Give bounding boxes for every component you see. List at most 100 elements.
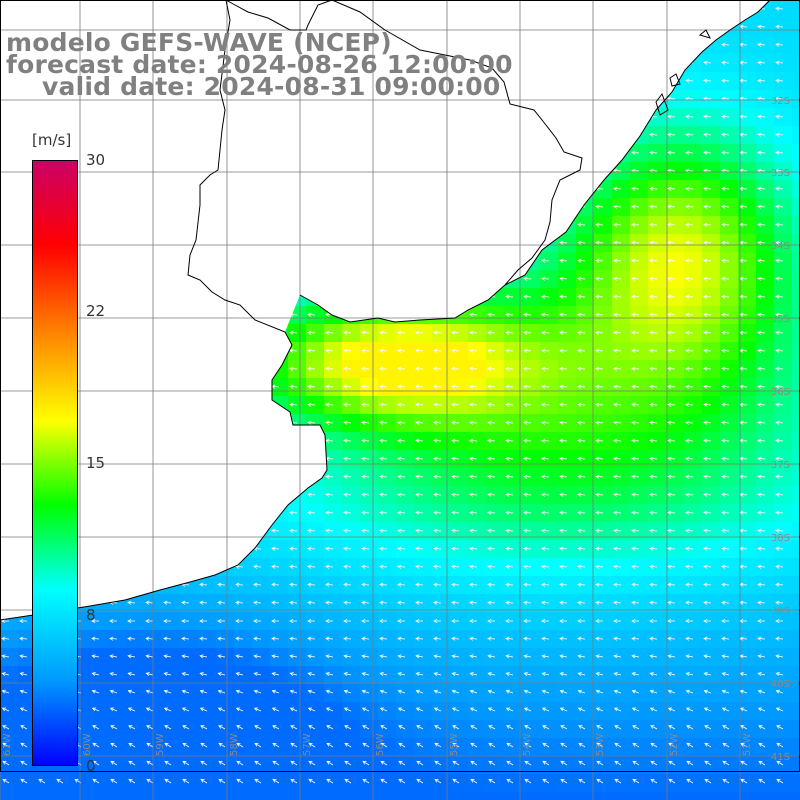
wind-arrow	[200, 742, 208, 748]
wind-arrow	[415, 114, 424, 119]
wind-arrow	[596, 778, 604, 784]
wind-speed-cell	[450, 594, 469, 613]
wind-arrow	[289, 510, 298, 515]
wind-speed-cell	[558, 108, 577, 127]
wind-speed-cell	[198, 234, 217, 253]
wind-speed-cell	[180, 756, 199, 775]
wind-arrow	[19, 276, 28, 281]
wind-speed-cell	[540, 432, 559, 451]
wind-speed-cell	[702, 198, 721, 217]
wind-arrow	[613, 672, 622, 676]
wind-speed-cell	[738, 720, 757, 739]
wind-arrow	[721, 492, 730, 497]
wind-speed-cell	[324, 162, 343, 181]
wind-arrow	[199, 564, 208, 569]
wind-arrow	[271, 420, 280, 425]
wind-arrow	[307, 636, 316, 641]
wind-speed-cell	[378, 558, 397, 577]
wind-speed-cell	[234, 774, 253, 793]
wind-arrow	[559, 6, 568, 11]
wind-speed-cell	[468, 18, 487, 37]
wind-arrow	[542, 778, 550, 784]
wind-arrow	[379, 6, 388, 11]
wind-arrow	[578, 760, 586, 766]
wind-speed-cell	[792, 378, 800, 397]
wind-speed-cell	[324, 558, 343, 577]
wind-arrow	[362, 725, 370, 730]
wind-speed-cell	[468, 612, 487, 631]
wind-arrow	[757, 330, 766, 335]
wind-speed-cell	[594, 162, 613, 181]
wind-arrow	[505, 636, 514, 641]
wind-arrow	[595, 492, 604, 497]
wind-arrow	[163, 456, 172, 461]
wind-arrow	[289, 707, 298, 712]
wind-speed-cell	[756, 36, 775, 55]
wind-speed-cell	[90, 756, 109, 775]
wind-speed-cell	[90, 108, 109, 127]
wind-speed-cell	[540, 648, 559, 667]
wind-speed-cell	[558, 540, 577, 559]
wind-arrow	[433, 510, 442, 515]
wind-arrow	[775, 114, 784, 119]
wind-arrow	[523, 6, 532, 11]
wind-arrow	[667, 240, 676, 245]
wind-speed-cell	[702, 738, 721, 757]
wind-speed-cell	[360, 792, 379, 800]
wind-speed-cell	[216, 324, 235, 343]
wind-arrow	[703, 384, 712, 389]
wind-speed-cell	[720, 774, 739, 793]
wind-arrow	[127, 420, 136, 425]
wind-arrow	[289, 456, 298, 461]
wind-arrow	[145, 6, 154, 11]
wind-speed-cell	[720, 522, 739, 541]
wind-arrow	[163, 492, 172, 497]
wind-speed-cell	[270, 774, 289, 793]
legend-unit-label: [m/s]	[32, 131, 72, 149]
wind-arrow	[577, 546, 586, 551]
wind-arrow	[758, 725, 766, 730]
wind-arrow	[1, 707, 10, 712]
wind-arrow	[451, 114, 460, 119]
wind-speed-cell	[432, 504, 451, 523]
wind-speed-cell	[774, 702, 793, 721]
wind-arrow	[91, 438, 100, 443]
wind-arrow	[541, 600, 550, 605]
wind-speed-cell	[738, 0, 757, 19]
wind-speed-cell	[342, 252, 361, 271]
wind-speed-cell	[396, 324, 415, 343]
wind-arrow	[487, 420, 496, 425]
wind-speed-cell	[648, 342, 667, 361]
wind-arrow	[235, 636, 244, 641]
wind-speed-cell	[180, 360, 199, 379]
wind-speed-cell	[468, 468, 487, 487]
wind-speed-cell	[378, 108, 397, 127]
wind-arrow	[775, 150, 784, 155]
wind-arrow	[775, 456, 784, 461]
wind-speed-cell	[450, 252, 469, 271]
wind-arrow	[469, 438, 478, 443]
wind-arrow	[667, 222, 676, 227]
wind-arrow	[181, 114, 190, 119]
wind-speed-cell	[360, 522, 379, 541]
wind-arrow	[19, 78, 28, 83]
wind-speed-cell	[396, 630, 415, 649]
wind-speed-cell	[486, 612, 505, 631]
wind-arrow	[199, 240, 208, 245]
wind-arrow	[649, 492, 658, 497]
wind-arrow	[397, 546, 406, 551]
wind-speed-cell	[504, 612, 523, 631]
wind-arrow	[145, 240, 154, 245]
wind-arrow	[577, 186, 586, 191]
wind-speed-cell	[630, 738, 649, 757]
wind-arrow	[307, 546, 316, 551]
wind-arrow	[668, 742, 676, 748]
wind-arrow	[217, 618, 225, 624]
wind-arrow	[271, 492, 280, 497]
wind-speed-cell	[324, 540, 343, 559]
wind-speed-cell	[432, 234, 451, 253]
wind-speed-cell	[612, 558, 631, 577]
wind-speed-cell	[648, 468, 667, 487]
wind-speed-cell	[540, 792, 559, 800]
wind-speed-cell	[0, 360, 19, 379]
